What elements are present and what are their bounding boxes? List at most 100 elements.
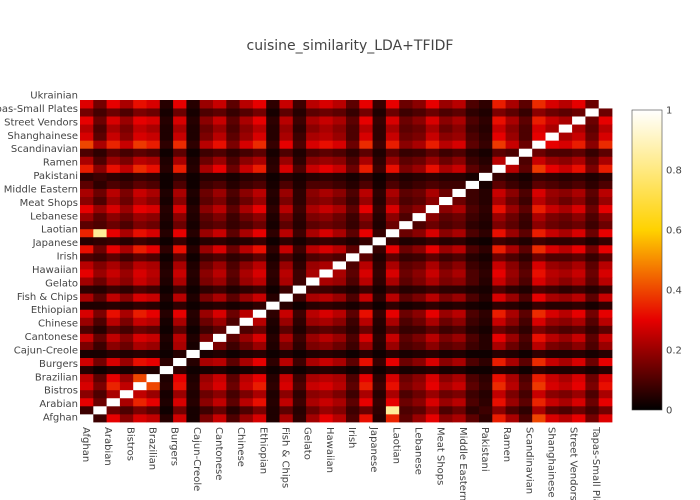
heatmap-cell xyxy=(119,349,134,358)
heatmap-cell xyxy=(133,285,147,294)
heatmap-cell xyxy=(252,108,267,117)
heatmap-cell xyxy=(532,156,546,165)
heatmap-cell xyxy=(346,148,360,157)
heatmap-cell xyxy=(532,132,546,141)
heatmap-cell xyxy=(133,180,147,189)
heatmap-cell xyxy=(439,164,453,173)
heatmap-cell xyxy=(585,140,600,149)
heatmap-cell xyxy=(133,156,147,165)
heatmap-cell xyxy=(119,204,134,214)
heatmap-cell xyxy=(439,269,453,278)
heatmap-cell xyxy=(412,293,427,302)
heatmap-cell xyxy=(359,341,373,350)
heatmap-cell xyxy=(425,116,440,125)
heatmap-cell xyxy=(279,252,294,262)
x-tick-label: Lebanese xyxy=(413,427,424,475)
heatmap-cell xyxy=(266,349,280,358)
heatmap-cell xyxy=(385,124,400,133)
heatmap-cell xyxy=(226,397,240,407)
heatmap-cell xyxy=(306,204,320,214)
heatmap-cell xyxy=(80,413,94,423)
heatmap-cell xyxy=(159,252,174,262)
heatmap-cell xyxy=(292,172,307,181)
heatmap-cell xyxy=(332,405,347,415)
heatmap-cell xyxy=(252,196,267,206)
heatmap-cell xyxy=(545,132,560,141)
heatmap-cell xyxy=(80,381,94,391)
heatmap-cell xyxy=(598,116,613,125)
heatmap-cell xyxy=(159,317,174,326)
heatmap-cell xyxy=(266,228,280,238)
heatmap-cell xyxy=(279,269,294,278)
heatmap-cell xyxy=(439,148,453,157)
heatmap-cell xyxy=(412,100,427,109)
heatmap-cell xyxy=(412,413,427,423)
heatmap-cell xyxy=(93,212,107,222)
heatmap-cell xyxy=(385,309,400,318)
heatmap-cell xyxy=(93,285,107,294)
heatmap-cell xyxy=(372,252,387,262)
heatmap-cell xyxy=(425,413,440,423)
heatmap-cell xyxy=(199,293,214,302)
heatmap-cell xyxy=(585,301,600,310)
heatmap-cell xyxy=(518,212,533,222)
heatmap-cell xyxy=(173,325,187,334)
heatmap-cell xyxy=(412,389,427,399)
heatmap-cell xyxy=(186,261,201,270)
heatmap-cell xyxy=(146,389,161,399)
heatmap-cell xyxy=(239,285,254,294)
heatmap-cell xyxy=(226,196,240,206)
heatmap-cell xyxy=(319,132,334,141)
heatmap-cell xyxy=(319,365,334,375)
heatmap-cell xyxy=(279,140,294,149)
heatmap-cell xyxy=(199,285,214,294)
heatmap-cell xyxy=(558,357,573,367)
heatmap-cell xyxy=(332,261,347,270)
heatmap-cell xyxy=(412,261,427,270)
heatmap-cell xyxy=(439,100,453,109)
heatmap-cell xyxy=(572,108,586,117)
heatmap-cell xyxy=(465,325,480,334)
heatmap-cell xyxy=(239,277,254,286)
heatmap-cell xyxy=(146,365,161,375)
heatmap-cell xyxy=(266,397,280,407)
heatmap-cell xyxy=(479,108,493,117)
heatmap-cell xyxy=(452,269,467,278)
heatmap-cell xyxy=(558,140,573,149)
heatmap-cell xyxy=(412,196,427,206)
heatmap-cell xyxy=(572,341,586,350)
x-tick-label: Laotian xyxy=(390,427,401,464)
heatmap-cell xyxy=(439,349,453,358)
heatmap-cell xyxy=(106,261,121,270)
heatmap-cell xyxy=(399,108,413,117)
heatmap-cell xyxy=(133,212,147,222)
heatmap-cell xyxy=(306,140,320,149)
heatmap-cell xyxy=(572,244,586,254)
heatmap-cell xyxy=(545,172,560,181)
heatmap-cell xyxy=(518,405,533,415)
heatmap-cell xyxy=(505,236,520,246)
heatmap-cell xyxy=(173,333,187,342)
heatmap-cell xyxy=(598,236,613,246)
heatmap-cell xyxy=(505,285,520,294)
heatmap-cell xyxy=(545,301,560,310)
heatmap-cell xyxy=(332,293,347,302)
heatmap-cell xyxy=(159,333,174,342)
heatmap-cell xyxy=(452,261,467,270)
heatmap-cell xyxy=(372,413,387,423)
heatmap-cell xyxy=(372,164,387,173)
heatmap-cell xyxy=(465,413,480,423)
heatmap-cell xyxy=(479,269,493,278)
heatmap-cell xyxy=(585,341,600,350)
heatmap-cell xyxy=(226,365,240,375)
heatmap-cell xyxy=(452,285,467,294)
heatmap-cell xyxy=(372,236,387,246)
heatmap-cell xyxy=(598,212,613,222)
heatmap-cell xyxy=(585,228,600,238)
heatmap-cell xyxy=(146,212,161,222)
heatmap-cell xyxy=(266,132,280,141)
heatmap-cell xyxy=(598,397,613,407)
heatmap-cell xyxy=(239,365,254,375)
heatmap-cell xyxy=(239,220,254,230)
heatmap-cell xyxy=(492,220,506,230)
